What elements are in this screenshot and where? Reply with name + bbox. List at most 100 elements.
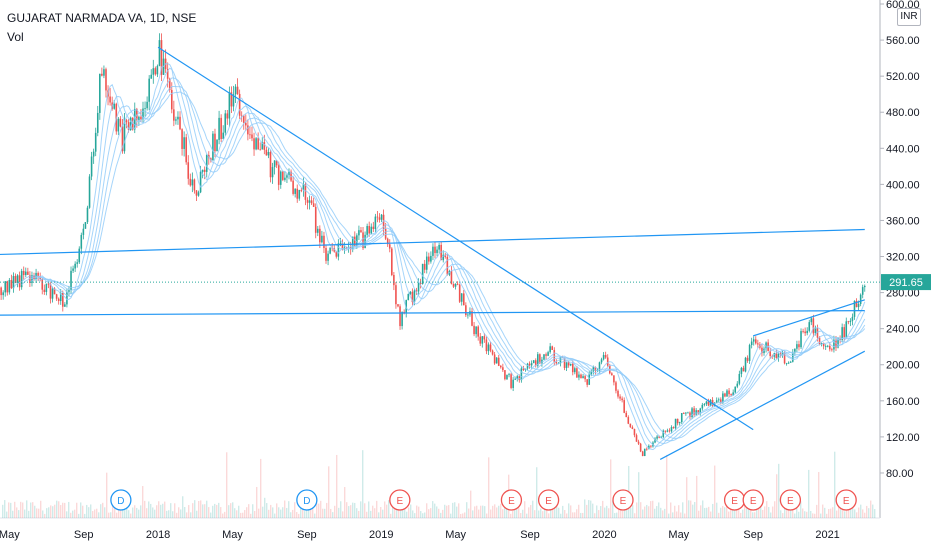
dividend-marker[interactable] bbox=[110, 489, 132, 511]
candle-body bbox=[576, 368, 578, 378]
candle-body bbox=[327, 253, 329, 261]
volume-bar bbox=[60, 505, 62, 518]
candle-body bbox=[152, 68, 155, 75]
candle-body bbox=[419, 283, 422, 284]
earnings-marker[interactable] bbox=[612, 489, 634, 511]
candle-body bbox=[49, 283, 52, 299]
trendline[interactable] bbox=[0, 228, 865, 256]
symbol-title[interactable]: GUJARAT NARMADA VA, 1D, NSE bbox=[7, 11, 197, 25]
volume-bar bbox=[358, 510, 360, 518]
trendline[interactable] bbox=[157, 46, 754, 431]
candles bbox=[0, 33, 866, 457]
candle-body bbox=[70, 270, 72, 291]
volume-bar bbox=[310, 509, 312, 518]
volume-bar bbox=[144, 500, 146, 518]
volume-bar bbox=[286, 507, 288, 518]
volume-bar bbox=[380, 507, 382, 518]
volume-bar bbox=[478, 509, 480, 518]
volume-bar bbox=[754, 512, 756, 518]
volume-bar bbox=[518, 507, 520, 518]
volume-bar bbox=[560, 513, 562, 518]
trendline[interactable] bbox=[753, 299, 865, 337]
volume-bar bbox=[56, 500, 58, 518]
candle-body bbox=[711, 399, 714, 406]
volume-bar bbox=[510, 513, 512, 518]
candle-body bbox=[88, 176, 91, 208]
volume-bar bbox=[182, 496, 184, 518]
candle-body bbox=[302, 184, 305, 191]
candle-body bbox=[160, 40, 163, 75]
candle-body bbox=[578, 374, 580, 378]
earnings-marker[interactable] bbox=[500, 489, 523, 511]
volume-bar bbox=[596, 505, 598, 518]
volume-bar bbox=[524, 501, 526, 518]
volume-bar bbox=[500, 503, 502, 518]
candle-body bbox=[452, 283, 455, 287]
volume-bar bbox=[634, 513, 636, 518]
volume-bar bbox=[90, 504, 92, 518]
earnings-marker[interactable] bbox=[779, 489, 802, 511]
volume-bar bbox=[648, 506, 650, 518]
candle-body bbox=[312, 203, 315, 207]
volume-bar bbox=[180, 509, 182, 518]
volume-bar bbox=[760, 500, 762, 518]
volume-bar bbox=[282, 507, 284, 518]
volume-bar bbox=[686, 477, 688, 518]
volume-bar bbox=[98, 512, 100, 518]
candle-body bbox=[82, 228, 85, 235]
volume-bar bbox=[426, 503, 428, 518]
x-tick-label: May bbox=[668, 529, 689, 541]
volume-bar bbox=[482, 505, 484, 518]
candle-body bbox=[633, 429, 636, 436]
currency-label[interactable]: INR bbox=[897, 8, 921, 26]
volume-bar bbox=[764, 506, 766, 518]
volume-bar bbox=[92, 511, 94, 518]
candle-body bbox=[646, 448, 648, 450]
volume-legend[interactable]: Vol bbox=[7, 30, 24, 44]
volume-bar bbox=[370, 510, 372, 518]
candle-body bbox=[255, 138, 257, 150]
earnings-marker[interactable] bbox=[389, 489, 411, 511]
candle-body bbox=[428, 256, 430, 262]
candle-body bbox=[656, 436, 658, 439]
candle-body bbox=[370, 226, 373, 234]
volume-bar bbox=[542, 511, 544, 518]
trendline[interactable] bbox=[0, 310, 865, 316]
volume-bar bbox=[532, 500, 534, 518]
volume-bar bbox=[94, 509, 96, 518]
trendline[interactable] bbox=[659, 350, 866, 460]
dividend-marker[interactable] bbox=[296, 489, 318, 511]
earnings-marker[interactable] bbox=[742, 489, 764, 511]
volume-bar bbox=[388, 500, 390, 518]
volume-bar bbox=[156, 505, 158, 518]
volume-bar bbox=[766, 501, 768, 518]
earnings-marker[interactable] bbox=[835, 489, 857, 511]
volume-bar bbox=[28, 510, 30, 518]
volume-bars bbox=[2, 450, 876, 518]
volume-bar bbox=[602, 500, 604, 518]
volume-bar bbox=[472, 510, 474, 518]
volume-bar bbox=[268, 509, 270, 518]
candle-body bbox=[306, 199, 309, 203]
volume-bar bbox=[612, 500, 614, 518]
candle-body bbox=[78, 248, 81, 263]
volume-bar bbox=[214, 503, 216, 518]
x-tick-label: 2019 bbox=[369, 529, 393, 541]
volume-bar bbox=[20, 501, 22, 518]
trendlines[interactable] bbox=[0, 46, 866, 460]
candle-body bbox=[195, 190, 198, 196]
volume-bar bbox=[610, 459, 612, 518]
candle-body bbox=[284, 177, 286, 180]
volume-bar bbox=[776, 474, 778, 518]
earnings-marker[interactable] bbox=[537, 489, 560, 511]
candle-body bbox=[323, 235, 325, 249]
volume-bar bbox=[116, 512, 118, 518]
candle-body bbox=[697, 410, 700, 414]
volume-bar bbox=[490, 509, 492, 518]
volume-bar bbox=[574, 512, 576, 518]
candle-body bbox=[376, 216, 379, 218]
candle-body bbox=[806, 330, 808, 334]
volume-bar bbox=[318, 503, 320, 518]
